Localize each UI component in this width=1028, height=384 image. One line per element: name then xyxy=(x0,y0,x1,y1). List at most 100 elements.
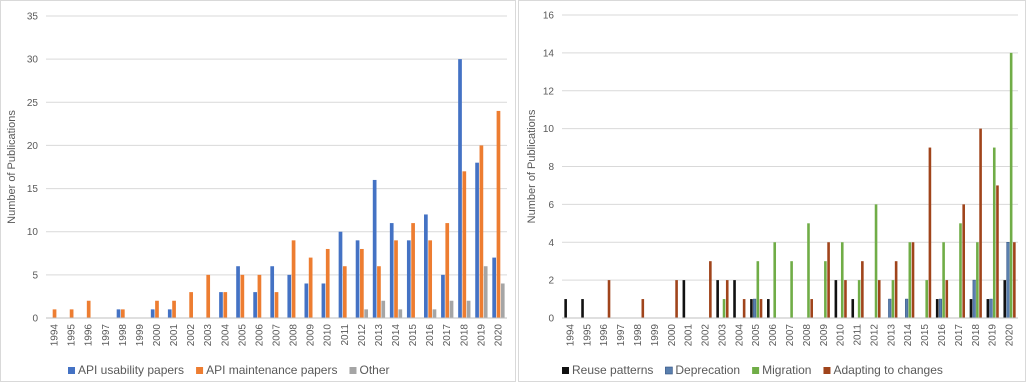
bar xyxy=(564,299,567,318)
legend-swatch xyxy=(665,366,673,375)
bar xyxy=(274,292,279,318)
bar xyxy=(945,280,949,318)
bar xyxy=(905,298,909,319)
y-tick-label: 0 xyxy=(32,314,38,325)
x-tick-label: 1997 xyxy=(101,324,112,347)
x-tick-label: 2002 xyxy=(701,324,712,347)
bar xyxy=(888,298,892,319)
bar xyxy=(120,309,125,318)
bar xyxy=(753,298,757,319)
x-tick-label: 2018 xyxy=(459,324,470,347)
x-tick-label: 2014 xyxy=(391,324,402,347)
x-tick-label: 2005 xyxy=(237,324,248,347)
bar xyxy=(116,309,121,318)
y-tick-label: 6 xyxy=(548,200,554,211)
legend-swatch xyxy=(349,367,357,374)
x-tick-label: 2012 xyxy=(357,324,368,347)
bar xyxy=(496,110,501,319)
x-tick-label: 2002 xyxy=(186,324,197,347)
x-tick-label: 2009 xyxy=(819,324,830,347)
bar xyxy=(86,300,91,318)
bar xyxy=(709,261,712,318)
x-tick-label: 1994 xyxy=(565,324,576,347)
bar xyxy=(342,266,347,318)
bar xyxy=(462,171,467,318)
x-tick-label: 2007 xyxy=(785,324,796,347)
bar xyxy=(581,299,584,318)
legend-label: API maintenance papers xyxy=(206,363,337,377)
y-tick-label: 2 xyxy=(548,276,554,287)
right-chart-frame xyxy=(518,0,1026,382)
x-tick-label: 2010 xyxy=(323,324,334,347)
bar xyxy=(725,280,729,318)
bar xyxy=(722,299,726,318)
x-tick-label: 1997 xyxy=(616,324,627,347)
bar xyxy=(827,242,830,318)
legend-swatch xyxy=(562,367,569,374)
x-tick-label: 1998 xyxy=(118,324,129,347)
x-tick-label: 1999 xyxy=(650,324,661,347)
x-tick-label: 2016 xyxy=(937,324,948,347)
y-tick-label: 0 xyxy=(548,314,554,325)
bar xyxy=(155,300,159,318)
x-tick-label: 2015 xyxy=(408,324,419,347)
x-tick-label: 2001 xyxy=(684,324,695,347)
bar xyxy=(236,266,240,318)
bar xyxy=(851,299,855,318)
legend-label: Deprecation xyxy=(675,363,740,377)
y-tick-label: 5 xyxy=(32,270,38,281)
bar xyxy=(257,274,262,318)
bar xyxy=(253,292,257,318)
x-tick-label: 2019 xyxy=(476,324,487,347)
bar xyxy=(377,266,381,318)
bar xyxy=(411,223,415,318)
legend-swatch xyxy=(823,367,831,374)
bar xyxy=(479,145,484,318)
x-tick-label: 1996 xyxy=(84,324,95,347)
x-tick-label: 2012 xyxy=(869,324,880,347)
bar xyxy=(959,223,962,318)
bar xyxy=(338,231,343,318)
bar xyxy=(877,280,881,318)
bar xyxy=(304,283,309,318)
bar xyxy=(458,59,462,319)
bar xyxy=(69,309,74,318)
bar xyxy=(270,266,275,318)
bar xyxy=(381,300,386,318)
bar xyxy=(355,240,360,318)
bar xyxy=(891,280,895,318)
bar xyxy=(372,179,377,318)
bar xyxy=(807,223,810,318)
bar xyxy=(189,292,193,318)
x-tick-label: 2017 xyxy=(442,324,453,347)
bar xyxy=(857,280,861,318)
bar xyxy=(834,280,838,318)
bar xyxy=(432,309,437,318)
bar xyxy=(492,257,497,318)
x-tick-label: 2003 xyxy=(203,324,214,347)
bar xyxy=(911,242,915,318)
bar xyxy=(756,261,760,318)
bar xyxy=(1009,52,1013,318)
bar xyxy=(759,299,763,318)
bar xyxy=(969,299,973,318)
x-tick-label: 2019 xyxy=(988,324,999,347)
x-tick-label: 2005 xyxy=(751,324,762,347)
bar xyxy=(394,240,398,318)
y-axis-label: Number of Publications xyxy=(6,110,18,224)
legend-label: API usability papers xyxy=(78,363,184,377)
bar xyxy=(938,298,942,319)
bar xyxy=(682,280,686,318)
x-tick-label: 2000 xyxy=(667,324,678,347)
x-tick-label: 2020 xyxy=(493,324,504,347)
y-tick-label: 30 xyxy=(27,55,39,66)
bar xyxy=(750,299,753,318)
bar xyxy=(773,242,777,318)
bar xyxy=(52,309,57,318)
x-tick-label: 2007 xyxy=(272,324,283,347)
legend-swatch xyxy=(68,367,75,374)
legend-swatch xyxy=(752,367,760,374)
bar xyxy=(767,299,770,318)
bar xyxy=(150,309,155,318)
bar xyxy=(641,299,645,318)
